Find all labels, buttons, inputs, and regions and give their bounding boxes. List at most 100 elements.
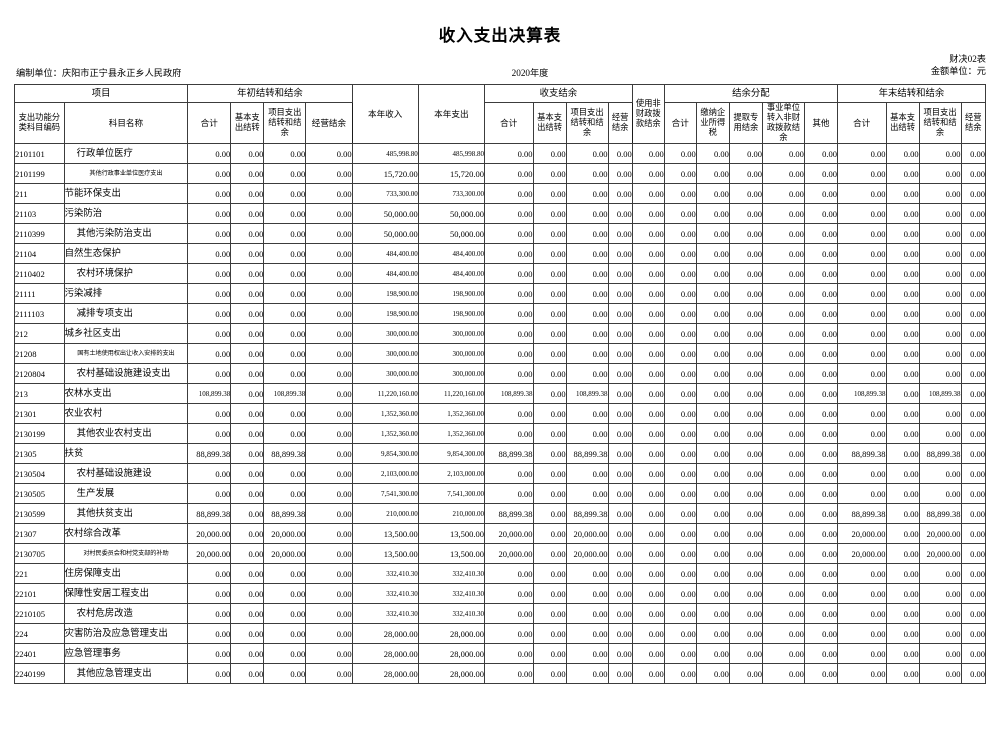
header-col-balance-total: 合计 — [483, 102, 534, 144]
cell-amount: 0.00 — [532, 203, 567, 224]
cell-amount: 108,899.38 — [565, 383, 609, 404]
cell-amount: 0.00 — [918, 183, 962, 204]
table-row: 212 城乡社区支出 0.00 0.00 0.00 0.00 300,000.00 300,0… — [14, 323, 987, 344]
cell-amount: 0.00 — [695, 363, 730, 384]
cell-amount: 0.00 — [532, 323, 567, 344]
cell-amount: 0.00 — [483, 163, 534, 184]
cell-amount: 0.00 — [565, 403, 609, 424]
cell-amount: 0.00 — [483, 603, 534, 624]
cell-amount: 0.00 — [836, 563, 887, 584]
cell-amount: 0.00 — [885, 403, 920, 424]
cell-amount: 108,899.38 — [263, 383, 307, 404]
cell-amount: 0.00 — [663, 563, 697, 584]
cell-amount: 0.00 — [187, 143, 232, 164]
cell-amount: 0.00 — [960, 203, 987, 224]
cell-amount: 0.00 — [918, 243, 962, 264]
cell-amount: 0.00 — [918, 303, 962, 324]
cell-amount: 0.00 — [728, 363, 763, 384]
cell-amount: 0.00 — [187, 403, 232, 424]
cell-amount: 0.00 — [305, 363, 353, 384]
cell-item-name: 其他污染防治支出 — [63, 223, 189, 244]
cell-amount: 0.00 — [960, 623, 987, 644]
cell-function-code: 22401 — [14, 643, 65, 664]
cell-amount: 0.00 — [607, 383, 633, 404]
header-col-opening-total: 合计 — [187, 102, 232, 144]
table-row: 2130504 农村基础设施建设 0.00 0.00 0.00 0.00 2,103,000… — [14, 463, 987, 484]
cell-amount: 0.00 — [918, 163, 962, 184]
cell-amount: 0.00 — [663, 323, 697, 344]
cell-amount: 0.00 — [607, 283, 633, 304]
cell-amount: 0.00 — [836, 243, 887, 264]
cell-amount: 0.00 — [187, 483, 232, 504]
cell-amount: 0.00 — [532, 263, 567, 284]
cell-amount: 0.00 — [960, 663, 987, 684]
cell-amount: 0.00 — [263, 563, 307, 584]
header-col-opening-basic-carryover: 基本支出结转 — [230, 102, 265, 144]
table-row: 2240199 其他应急管理支出 0.00 0.00 0.00 0.00 28,000.00… — [14, 663, 987, 684]
cell-amount: 0.00 — [631, 523, 665, 544]
cell-item-name: 农村环境保护 — [63, 263, 189, 284]
cell-amount: 0.00 — [230, 163, 265, 184]
cell-amount: 0.00 — [960, 143, 987, 164]
cell-amount: 15,720.00 — [351, 163, 419, 184]
cell-amount: 484,400.00 — [417, 263, 485, 284]
cell-amount: 0.00 — [607, 543, 633, 564]
cell-amount: 0.00 — [836, 463, 887, 484]
cell-amount: 0.00 — [885, 443, 920, 464]
cell-amount: 0.00 — [728, 283, 763, 304]
cell-amount: 0.00 — [885, 623, 920, 644]
cell-amount: 0.00 — [918, 343, 962, 364]
cell-amount: 0.00 — [663, 483, 697, 504]
cell-amount: 0.00 — [960, 443, 987, 464]
cell-amount: 50,000.00 — [351, 203, 419, 224]
cell-amount: 0.00 — [631, 383, 665, 404]
cell-amount: 0.00 — [263, 223, 307, 244]
cell-amount: 484,400.00 — [351, 263, 419, 284]
cell-amount: 0.00 — [761, 543, 805, 564]
cell-amount: 0.00 — [263, 323, 307, 344]
table-row: 2130705 对村民委员会和村党支部的补助 20,000.00 0.00 20,000… — [14, 543, 987, 564]
cell-amount: 0.00 — [728, 243, 763, 264]
cell-amount: 0.00 — [960, 363, 987, 384]
cell-amount: 0.00 — [960, 423, 987, 444]
cell-amount: 0.00 — [918, 623, 962, 644]
cell-amount: 0.00 — [607, 563, 633, 584]
cell-amount: 0.00 — [532, 223, 567, 244]
cell-amount: 0.00 — [631, 563, 665, 584]
cell-amount: 0.00 — [607, 223, 633, 244]
cell-amount: 0.00 — [305, 283, 353, 304]
cell-amount: 0.00 — [187, 303, 232, 324]
cell-amount: 0.00 — [728, 483, 763, 504]
cell-amount: 0.00 — [885, 503, 920, 524]
cell-amount: 0.00 — [885, 343, 920, 364]
cell-amount: 0.00 — [836, 203, 887, 224]
cell-amount: 0.00 — [885, 363, 920, 384]
amount-unit: 金额单位：元 — [930, 65, 986, 76]
cell-amount: 0.00 — [918, 423, 962, 444]
cell-amount: 0.00 — [728, 143, 763, 164]
cell-item-name: 行政单位医疗 — [63, 143, 189, 164]
table-row: 21208 国有土地使用权出让收入安排的支出 0.00 0.00 0.00 0.00 300… — [14, 343, 987, 364]
cell-amount: 0.00 — [607, 603, 633, 624]
cell-amount: 0.00 — [305, 623, 353, 644]
cell-amount: 0.00 — [728, 263, 763, 284]
cell-amount: 0.00 — [230, 323, 265, 344]
cell-amount: 0.00 — [187, 603, 232, 624]
cell-amount: 0.00 — [960, 643, 987, 664]
cell-amount: 0.00 — [187, 203, 232, 224]
header-col-balance-project-carryover: 项目支出结转和结余 — [565, 102, 609, 144]
table-row: 211 节能环保支出 0.00 0.00 0.00 0.00 733,300.00 733,3… — [14, 183, 987, 204]
cell-amount: 0.00 — [263, 663, 307, 684]
cell-amount: 0.00 — [960, 503, 987, 524]
cell-amount: 0.00 — [565, 463, 609, 484]
cell-amount: 0.00 — [918, 203, 962, 224]
header-col-use-nonfiscal-balance: 使用非财政拨款结余 — [631, 84, 665, 144]
cell-amount: 0.00 — [631, 183, 665, 204]
cell-amount: 0.00 — [230, 263, 265, 284]
prepared-by-value: 庆阳市正宁县永正乡人民政府 — [61, 68, 182, 78]
cell-amount: 11,220,160.00 — [351, 383, 419, 404]
cell-amount: 0.00 — [761, 323, 805, 344]
cell-item-name: 其他农业农村支出 — [63, 423, 189, 444]
cell-amount: 0.00 — [803, 443, 838, 464]
cell-amount: 0.00 — [803, 363, 838, 384]
